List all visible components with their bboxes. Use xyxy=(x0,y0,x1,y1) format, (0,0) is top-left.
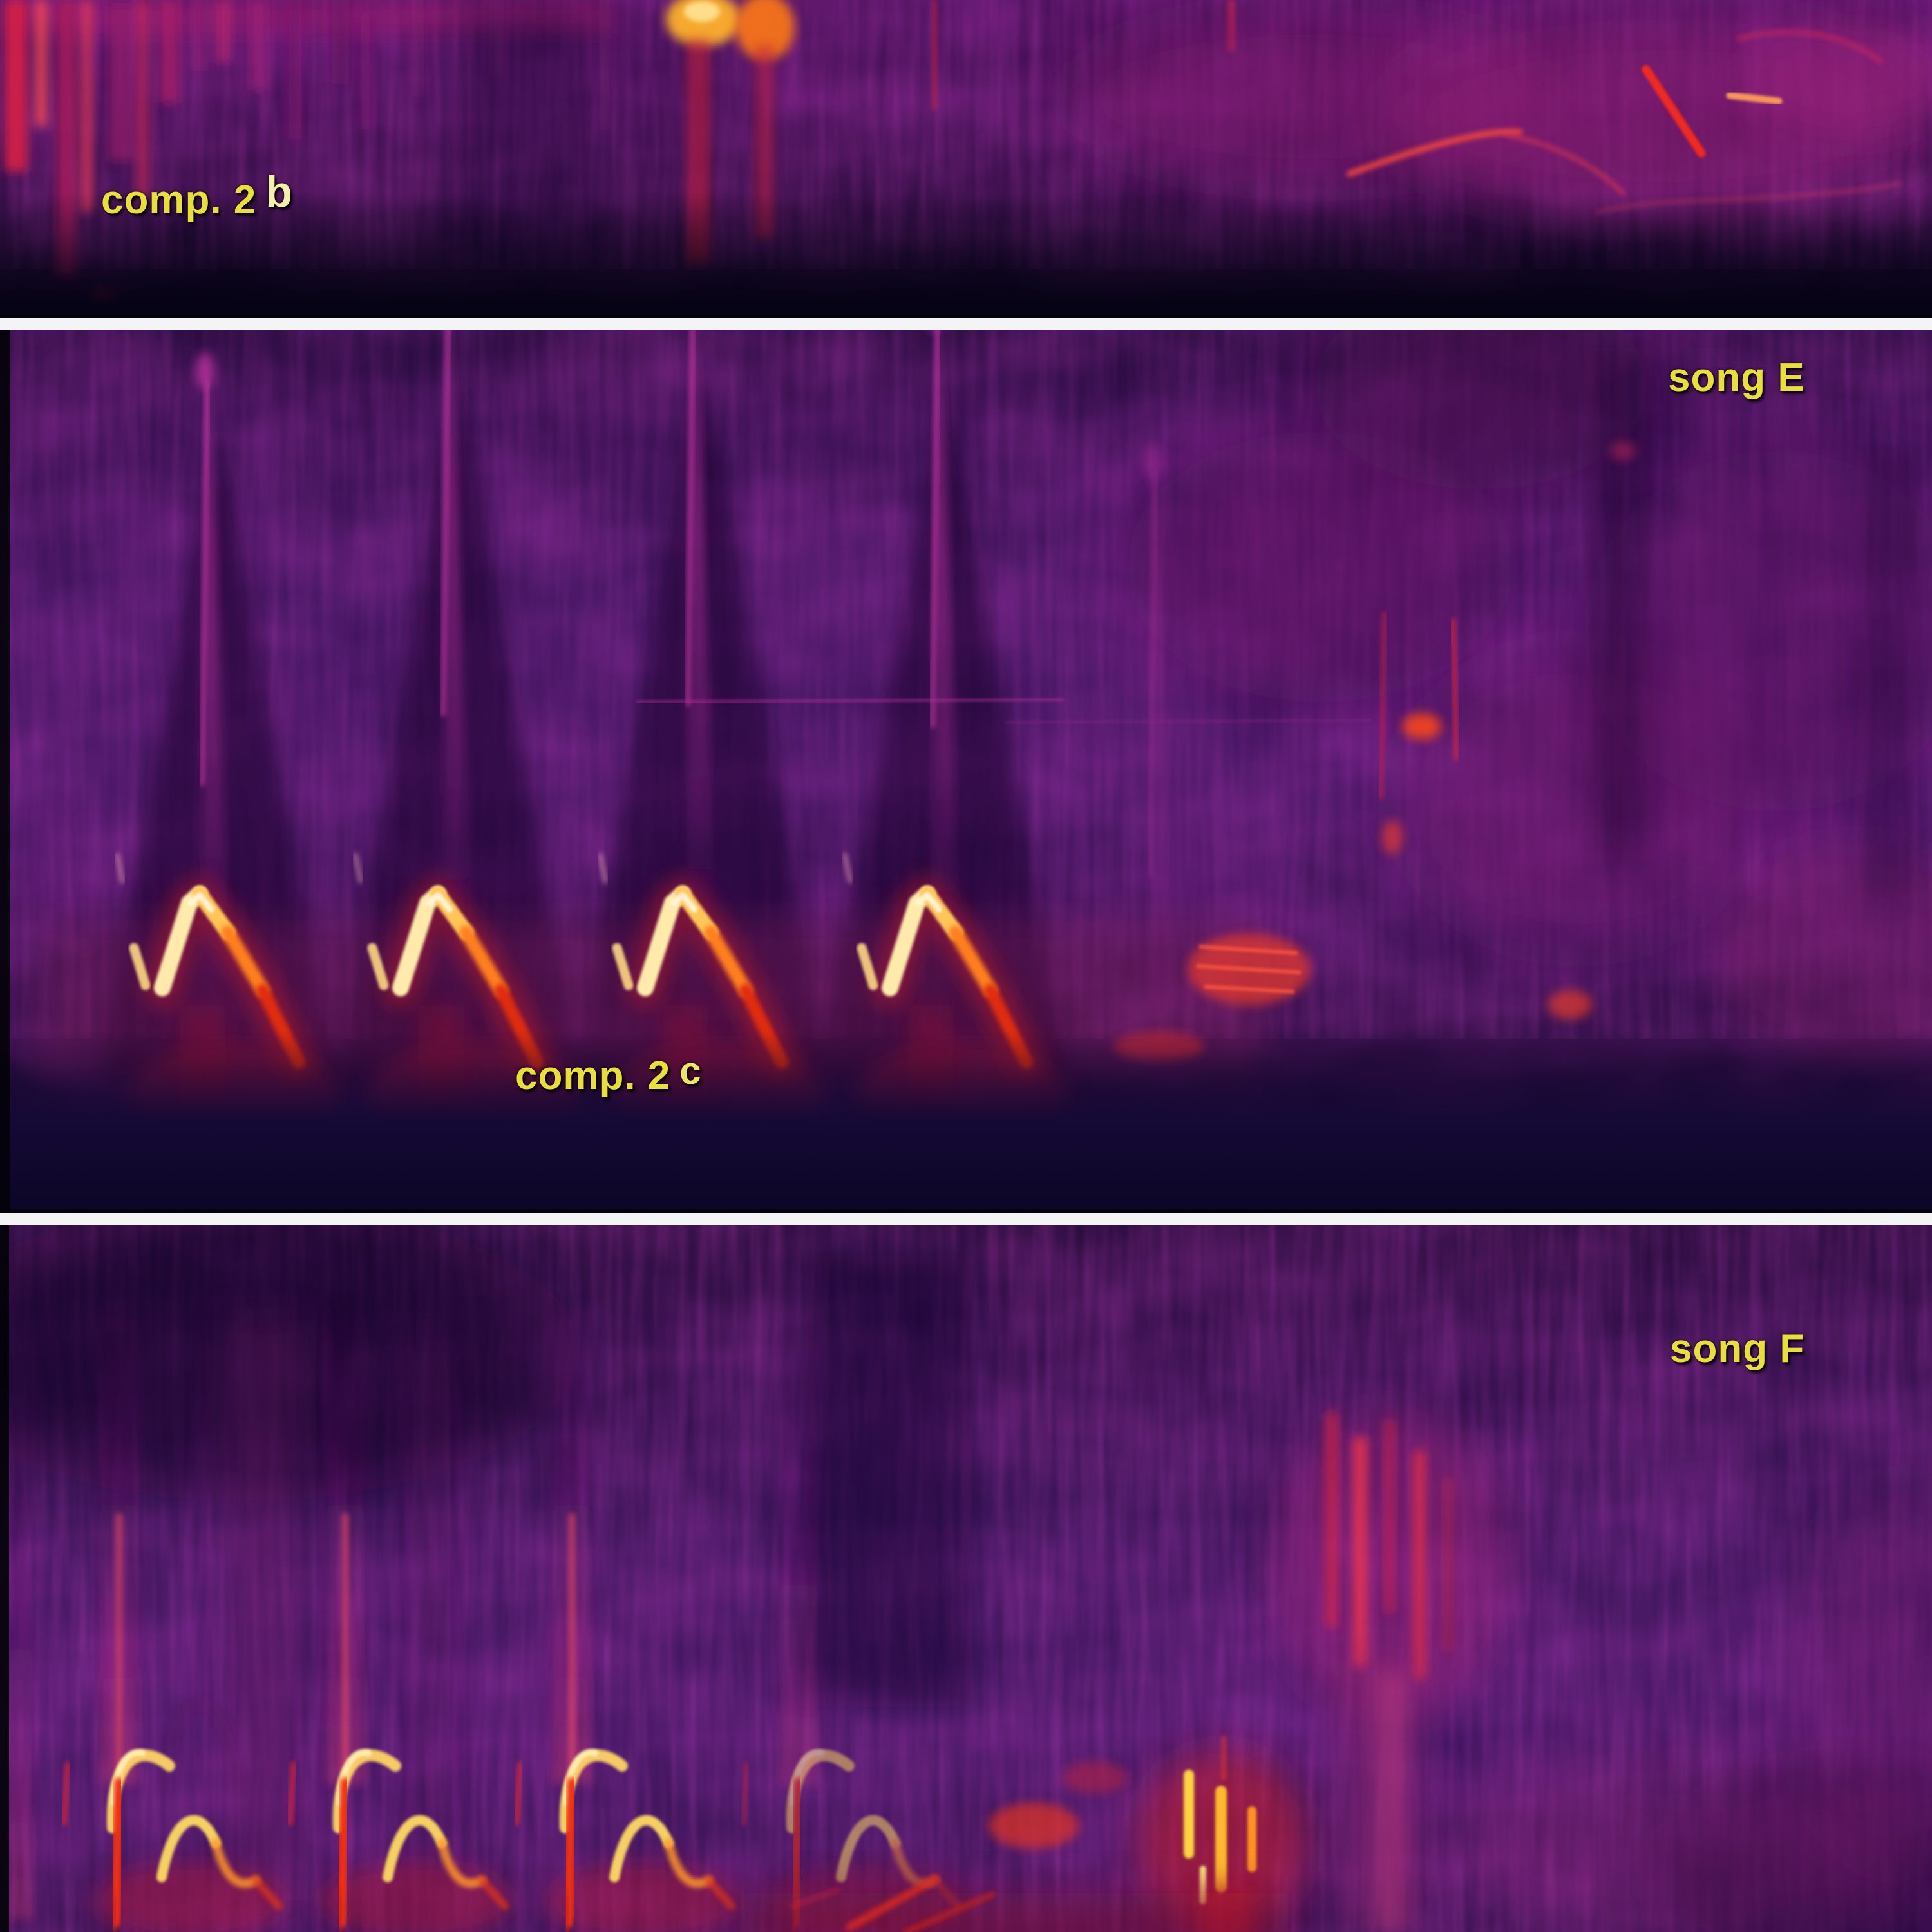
panel-songE-art xyxy=(0,330,1932,1213)
label-songE: song E xyxy=(1668,358,1805,398)
label-songE-text: song E xyxy=(1668,355,1805,400)
label-songF: song F xyxy=(1670,1329,1804,1369)
panel-songF-art xyxy=(0,1225,1932,1932)
label-comp2c-letter: c xyxy=(679,1052,701,1090)
label-songF-text: song F xyxy=(1670,1327,1804,1371)
panel-comp2b-art xyxy=(0,0,1932,318)
label-comp2c-prefix: comp. 2 xyxy=(515,1054,670,1098)
label-comp2b-letter: b xyxy=(265,170,293,214)
label-comp2b-prefix: comp. 2 xyxy=(101,178,256,222)
panel-divider-2 xyxy=(0,1209,1932,1227)
panel-divider-1 xyxy=(0,315,1932,333)
